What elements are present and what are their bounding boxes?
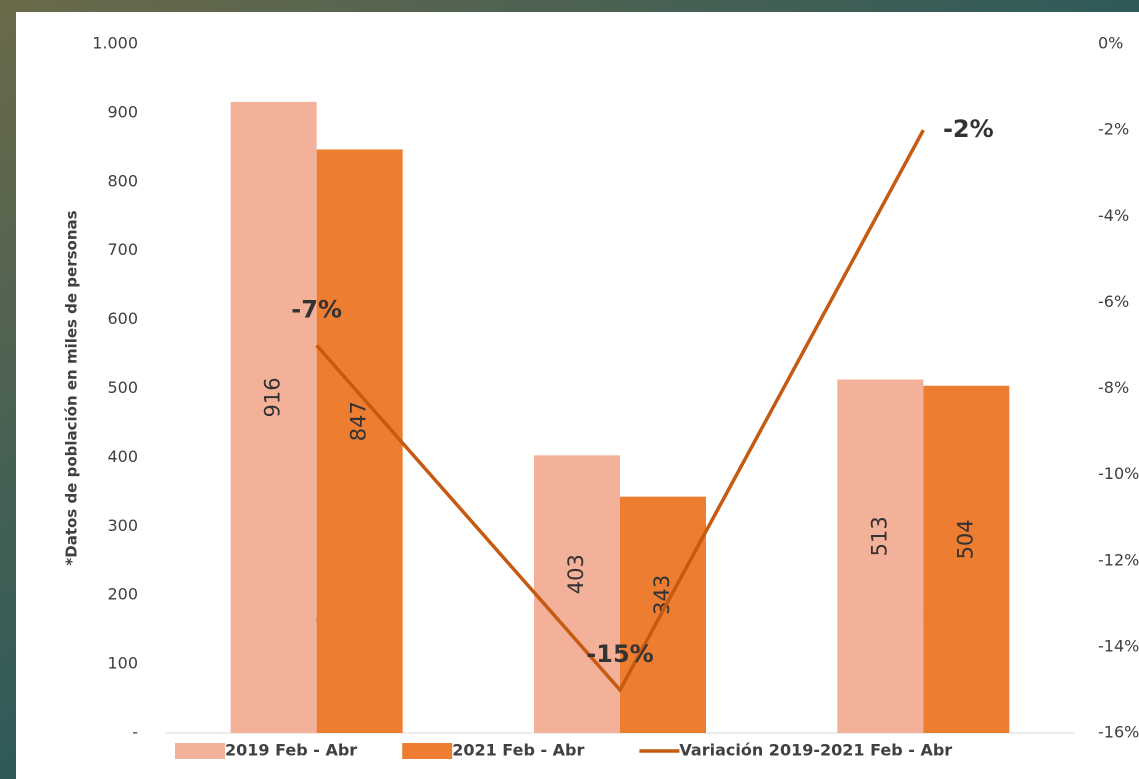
y-tick-label: 500: [107, 378, 138, 397]
y-tick-label: 300: [107, 516, 138, 535]
bar-value-label: 513: [867, 516, 891, 556]
y-tick-label: 200: [107, 585, 138, 604]
legend-label: 2021 Feb - Abr: [452, 741, 584, 760]
legend-swatch: [175, 743, 225, 759]
legend-swatch: [402, 743, 452, 759]
y-tick-label: 100: [107, 654, 138, 673]
y2-tick-label: -6%: [1098, 292, 1129, 311]
y2-tick-label: -4%: [1098, 206, 1129, 225]
y-tick-label: 400: [107, 447, 138, 466]
y-tick-label: 1.000: [92, 34, 138, 53]
line-value-label: -7%: [291, 295, 342, 323]
legend-label: 2019 Feb - Abr: [225, 741, 357, 760]
y2-tick-label: -2%: [1098, 120, 1129, 139]
chart: *Datos de población en miles de personas…: [0, 0, 1139, 779]
legend-label: Variación 2019-2021 Feb - Abr: [679, 741, 952, 760]
y2-tick-label: -8%: [1098, 378, 1129, 397]
bar-value-label: 504: [953, 519, 977, 559]
y2-tick-label: -10%: [1098, 464, 1139, 483]
y-tick-label: 700: [107, 240, 138, 259]
bar-value-label: 403: [564, 554, 588, 594]
y-axis-title: *Datos de población en miles de personas: [63, 210, 81, 565]
bar-value-label: 847: [347, 401, 371, 441]
y-tick-label: 900: [107, 102, 138, 121]
y-tick-label: -: [132, 723, 138, 742]
y-tick-label: 600: [107, 309, 138, 328]
line-value-label: -2%: [943, 115, 994, 143]
bar-value-label: 916: [261, 377, 285, 417]
y2-tick-label: 0%: [1098, 34, 1123, 53]
line-value-label: -15%: [586, 640, 653, 668]
y2-tick-label: -16%: [1098, 723, 1139, 742]
y-tick-label: 800: [107, 171, 138, 190]
y2-tick-label: -14%: [1098, 636, 1139, 655]
y2-tick-label: -12%: [1098, 550, 1139, 569]
